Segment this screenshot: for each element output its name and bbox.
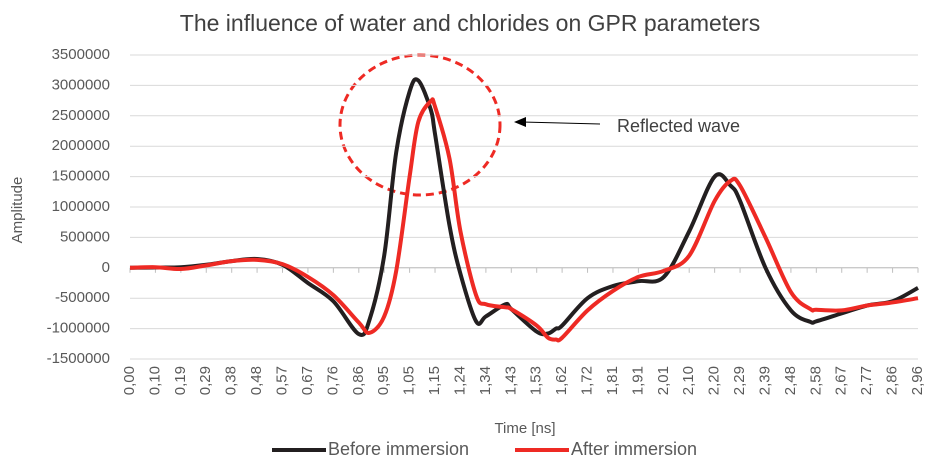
y-tick-label: 2000000 [52, 137, 110, 154]
y-tick-label: -1500000 [47, 350, 110, 367]
x-tick-label: 0,57 [273, 366, 290, 395]
x-tick-label: 2,77 [858, 366, 875, 395]
x-tick-label: 0,38 [223, 366, 240, 395]
line-series [129, 97, 919, 343]
x-tick-label: 1,72 [579, 366, 596, 395]
x-tick-label: 2,01 [655, 366, 672, 395]
x-tick-label: 0,48 [248, 366, 265, 395]
x-tick-label: 0,10 [146, 366, 163, 395]
highlight-ellipse [338, 53, 502, 197]
y-tick-label: 2500000 [52, 107, 110, 124]
y-tick-label: 0 [102, 259, 110, 276]
x-tick-label: 2,96 [909, 366, 926, 395]
x-tick-label: 2,48 [782, 366, 799, 395]
x-tick-label: 0,00 [121, 366, 138, 395]
y-tick-label: -500000 [55, 289, 110, 306]
chart-title: The influence of water and chlorides on … [180, 10, 760, 36]
x-tick-label: 2,10 [680, 366, 697, 395]
annotation-arrow [521, 121, 601, 125]
x-tick-label: 2,67 [833, 366, 850, 395]
y-axis-label: Amplitude [9, 177, 26, 244]
y-tick-label: 500000 [60, 228, 110, 245]
x-tick-label: 1,62 [553, 366, 570, 395]
x-tick-label: 0,29 [197, 366, 214, 395]
x-tick-label: 1,53 [528, 366, 545, 395]
x-tick-label: 2,20 [706, 366, 723, 395]
x-tick-label: 1,81 [604, 366, 621, 395]
x-tick-label: 0,67 [299, 366, 316, 395]
arrow-head [514, 117, 526, 127]
x-tick-label: 1,05 [401, 366, 418, 395]
x-tick-label: 1,43 [502, 366, 519, 395]
x-tick-label: 0,95 [375, 366, 392, 395]
x-tick-label: 1,15 [426, 366, 443, 395]
x-tick-label: 2,58 [807, 366, 824, 395]
x-tick-label: 0,76 [324, 366, 341, 395]
annotation: Reflected wave [617, 116, 740, 136]
x-tick-label: 2,29 [731, 366, 748, 395]
x-tick-label: 0,86 [350, 366, 367, 395]
y-tick-label: -1000000 [47, 320, 110, 337]
legend-label: After immersion [571, 439, 697, 459]
x-axis-label: Time [ns] [494, 420, 555, 437]
x-tick-label: 1,24 [451, 366, 468, 395]
legend-label: Before immersion [328, 439, 469, 459]
y-tick-label: 3500000 [52, 46, 110, 63]
x-tick-label: 0,19 [172, 366, 189, 395]
x-tick-label: 2,86 [884, 366, 901, 395]
y-tick-label: 1000000 [52, 198, 110, 215]
y-tick-label: 3000000 [52, 76, 110, 93]
y-tick-label: 1500000 [52, 168, 110, 185]
x-tick-label: 2,39 [756, 366, 773, 395]
x-tick-label: 1,34 [477, 366, 494, 395]
x-tick-label: 1,91 [629, 366, 646, 395]
